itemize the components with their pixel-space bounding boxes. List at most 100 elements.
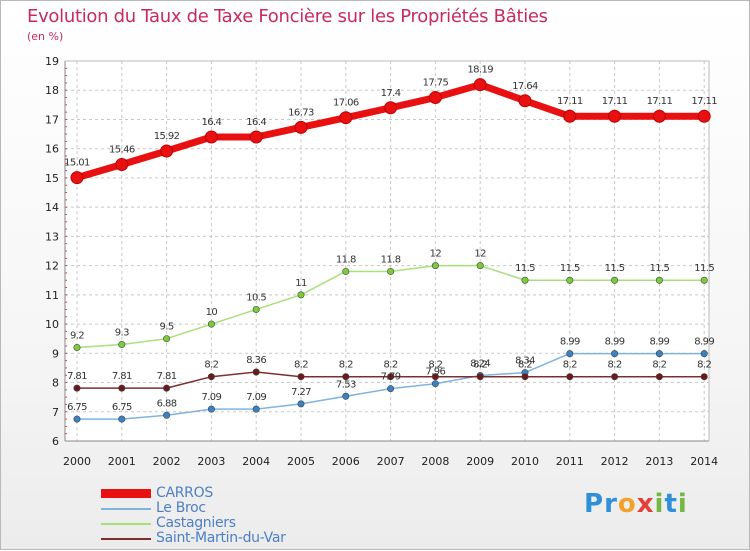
data-label: 8.2 bbox=[652, 360, 666, 371]
data-label: 7.81 bbox=[157, 371, 177, 382]
data-point bbox=[566, 350, 574, 358]
data-point bbox=[207, 405, 215, 413]
data-label: 8.2 bbox=[518, 360, 532, 371]
data-label: 16.73 bbox=[288, 107, 314, 118]
data-label: 17.11 bbox=[691, 96, 717, 107]
data-label: 9.5 bbox=[160, 322, 174, 333]
data-point bbox=[115, 157, 129, 171]
data-label: 15.92 bbox=[154, 131, 180, 142]
data-label: 11.5 bbox=[605, 263, 625, 274]
data-label: 8.2 bbox=[697, 360, 711, 371]
data-label: 8.2 bbox=[428, 360, 442, 371]
data-label: 8.99 bbox=[649, 337, 669, 348]
data-label: 7.27 bbox=[291, 387, 311, 398]
data-label: 8.2 bbox=[563, 360, 577, 371]
data-point bbox=[207, 320, 215, 328]
data-label: 17.11 bbox=[602, 96, 628, 107]
data-label: 17.11 bbox=[557, 96, 583, 107]
data-point bbox=[518, 94, 532, 108]
data-point bbox=[608, 109, 622, 123]
y-tick-label: 12 bbox=[45, 260, 59, 273]
legend-label-saint-martin-du-var: Saint-Martin-du-Var bbox=[156, 530, 286, 546]
data-label: 8.99 bbox=[694, 337, 714, 348]
legend-swatch-castagniers bbox=[101, 522, 151, 525]
data-label: 17.64 bbox=[512, 81, 538, 92]
data-point bbox=[297, 400, 305, 408]
plot-area bbox=[65, 61, 709, 441]
data-label: 16.4 bbox=[246, 117, 266, 128]
logo-letter: r bbox=[604, 489, 618, 519]
logo-letter: i bbox=[654, 489, 665, 519]
data-point bbox=[207, 373, 215, 381]
data-point bbox=[428, 91, 442, 105]
x-tick-label: 2012 bbox=[601, 455, 629, 468]
data-label: 15.46 bbox=[109, 144, 135, 155]
data-point bbox=[297, 291, 305, 299]
data-point bbox=[655, 373, 663, 381]
data-point bbox=[521, 276, 529, 284]
logo-letter: x bbox=[636, 489, 655, 519]
data-label: 11.5 bbox=[515, 263, 535, 274]
y-tick-label: 17 bbox=[45, 113, 59, 126]
data-point bbox=[476, 373, 484, 381]
y-tick-label: 8 bbox=[52, 377, 59, 390]
data-label: 8.2 bbox=[339, 360, 353, 371]
data-point bbox=[294, 120, 308, 134]
data-label: 6.88 bbox=[157, 398, 177, 409]
x-tick-label: 2000 bbox=[63, 455, 91, 468]
data-point bbox=[431, 373, 439, 381]
data-label: 11.5 bbox=[694, 263, 714, 274]
x-tick-label: 2014 bbox=[690, 455, 718, 468]
data-point bbox=[342, 392, 350, 400]
x-tick-label: 2003 bbox=[197, 455, 225, 468]
data-point bbox=[118, 384, 126, 392]
logo-letter: t bbox=[664, 489, 678, 519]
x-tick-label: 2010 bbox=[511, 455, 539, 468]
data-point bbox=[563, 109, 577, 123]
proxiti-logo: Proxiti bbox=[584, 489, 688, 519]
data-label: 8.99 bbox=[560, 337, 580, 348]
data-point bbox=[476, 262, 484, 270]
legend-label-le-broc: Le Broc bbox=[156, 500, 206, 516]
data-label: 6.75 bbox=[67, 402, 87, 413]
data-point bbox=[204, 130, 218, 144]
x-tick-label: 2001 bbox=[108, 455, 136, 468]
x-tick-label: 2009 bbox=[466, 455, 494, 468]
data-point bbox=[252, 368, 260, 376]
y-tick-label: 11 bbox=[45, 289, 59, 302]
y-tick-label: 10 bbox=[45, 318, 59, 331]
data-point bbox=[611, 276, 619, 284]
data-point bbox=[160, 144, 174, 158]
data-point bbox=[252, 405, 260, 413]
y-tick-label: 13 bbox=[45, 230, 59, 243]
data-point bbox=[431, 262, 439, 270]
legend-label-carros: CARROS bbox=[156, 485, 213, 501]
data-label: 8.36 bbox=[246, 355, 266, 366]
y-tick-label: 14 bbox=[45, 201, 59, 214]
logo-letter: i bbox=[677, 489, 688, 519]
legend-swatch-saint-martin-du-var bbox=[101, 537, 151, 540]
y-tick-label: 7 bbox=[52, 406, 59, 419]
y-tick-label: 6 bbox=[52, 435, 59, 448]
data-label: 12 bbox=[474, 249, 486, 260]
data-label: 7.81 bbox=[67, 371, 87, 382]
data-label: 17.75 bbox=[423, 78, 449, 89]
data-point bbox=[652, 109, 666, 123]
data-point bbox=[73, 384, 81, 392]
data-point bbox=[611, 350, 619, 358]
data-point bbox=[611, 373, 619, 381]
data-label: 8.2 bbox=[473, 360, 487, 371]
y-tick-label: 18 bbox=[45, 84, 59, 97]
page-title: Evolution du Taux de Taxe Foncière sur l… bbox=[27, 6, 548, 27]
data-label: 11.5 bbox=[560, 263, 580, 274]
x-tick-label: 2008 bbox=[421, 455, 449, 468]
logo-letter: P bbox=[584, 489, 605, 519]
data-label: 17.11 bbox=[647, 96, 673, 107]
data-label: 11.5 bbox=[649, 263, 669, 274]
data-label: 15.01 bbox=[64, 158, 90, 169]
data-point bbox=[163, 384, 171, 392]
data-label: 18.19 bbox=[467, 65, 493, 76]
x-tick-label: 2013 bbox=[645, 455, 673, 468]
